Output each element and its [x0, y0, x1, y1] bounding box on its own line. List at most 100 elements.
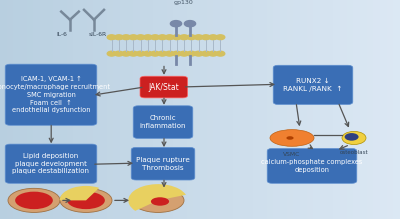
Circle shape [216, 51, 225, 56]
Bar [167, 0, 173, 219]
FancyBboxPatch shape [140, 76, 188, 98]
Circle shape [144, 35, 152, 40]
Circle shape [187, 51, 196, 56]
Bar [133, 0, 140, 219]
Bar [160, 0, 167, 219]
Bar [53, 0, 60, 219]
Bar [313, 0, 320, 219]
Bar [333, 0, 340, 219]
Text: Lipid deposition
plaque development
plaque destabilization: Lipid deposition plaque development plaq… [12, 153, 90, 175]
Circle shape [202, 35, 210, 40]
Circle shape [209, 35, 218, 40]
Ellipse shape [67, 192, 105, 209]
Circle shape [114, 51, 123, 56]
Bar [227, 0, 233, 219]
Bar [213, 0, 220, 219]
Bar [100, 0, 107, 219]
Circle shape [216, 35, 225, 40]
Bar [7, 0, 13, 219]
Bar [33, 0, 40, 219]
Bar [380, 0, 387, 219]
Bar [347, 0, 353, 219]
Circle shape [194, 35, 203, 40]
Bar [367, 0, 373, 219]
Circle shape [194, 51, 203, 56]
Circle shape [342, 131, 366, 145]
Circle shape [184, 21, 196, 27]
Circle shape [122, 51, 130, 56]
Bar [67, 0, 73, 219]
Circle shape [158, 35, 167, 40]
Wedge shape [128, 184, 186, 211]
Circle shape [136, 35, 145, 40]
Bar [200, 0, 207, 219]
Bar [267, 0, 273, 219]
Text: JAK/Stat: JAK/Stat [148, 83, 179, 92]
Circle shape [170, 21, 182, 27]
Text: sIL-6R: sIL-6R [89, 32, 107, 37]
Bar [287, 0, 293, 219]
Ellipse shape [15, 192, 53, 209]
Circle shape [165, 51, 174, 56]
Circle shape [136, 51, 145, 56]
FancyBboxPatch shape [267, 148, 357, 183]
Bar [220, 0, 227, 219]
FancyBboxPatch shape [5, 64, 97, 125]
Circle shape [129, 35, 138, 40]
Bar [127, 0, 133, 219]
Bar [13, 0, 20, 219]
Bar [240, 0, 247, 219]
Circle shape [151, 35, 160, 40]
FancyBboxPatch shape [131, 147, 195, 180]
Ellipse shape [60, 188, 112, 212]
Ellipse shape [132, 188, 184, 212]
Bar [147, 0, 153, 219]
FancyBboxPatch shape [133, 106, 193, 138]
Circle shape [107, 35, 116, 40]
Bar [87, 0, 93, 219]
Wedge shape [60, 186, 99, 200]
Bar [193, 0, 200, 219]
Bar [300, 0, 307, 219]
Bar [247, 0, 253, 219]
Bar [373, 0, 380, 219]
Bar [320, 0, 327, 219]
Bar [327, 0, 333, 219]
Bar [20, 0, 27, 219]
Bar [233, 0, 240, 219]
Bar [47, 0, 53, 219]
Text: RUNX2 ↓
RANKL /RANK  ↑: RUNX2 ↓ RANKL /RANK ↑ [283, 78, 343, 92]
Bar [60, 0, 67, 219]
Bar [173, 0, 180, 219]
Circle shape [180, 51, 188, 56]
Circle shape [144, 51, 152, 56]
Circle shape [180, 35, 188, 40]
Bar [273, 0, 280, 219]
Ellipse shape [270, 130, 314, 146]
Circle shape [114, 35, 123, 40]
Circle shape [158, 51, 167, 56]
Text: osteoblast: osteoblast [340, 150, 368, 155]
Text: Chronic
inflammation: Chronic inflammation [140, 115, 186, 129]
Text: gp130: gp130 [174, 0, 194, 5]
Circle shape [187, 35, 196, 40]
Bar [207, 0, 213, 219]
Bar [280, 0, 287, 219]
Bar [93, 0, 100, 219]
Bar [393, 0, 400, 219]
Circle shape [151, 51, 160, 56]
FancyBboxPatch shape [5, 144, 97, 183]
Ellipse shape [8, 188, 60, 212]
Circle shape [165, 35, 174, 40]
Bar [360, 0, 367, 219]
Text: Plaque rupture
Thrombosis: Plaque rupture Thrombosis [136, 157, 190, 171]
Text: calcium-phosphate complexes
deposition: calcium-phosphate complexes deposition [261, 159, 363, 173]
Bar [140, 0, 147, 219]
Circle shape [172, 51, 181, 56]
Bar [307, 0, 313, 219]
Circle shape [172, 35, 181, 40]
Bar [187, 0, 193, 219]
Bar [73, 0, 80, 219]
Bar [27, 0, 33, 219]
Bar [353, 0, 360, 219]
